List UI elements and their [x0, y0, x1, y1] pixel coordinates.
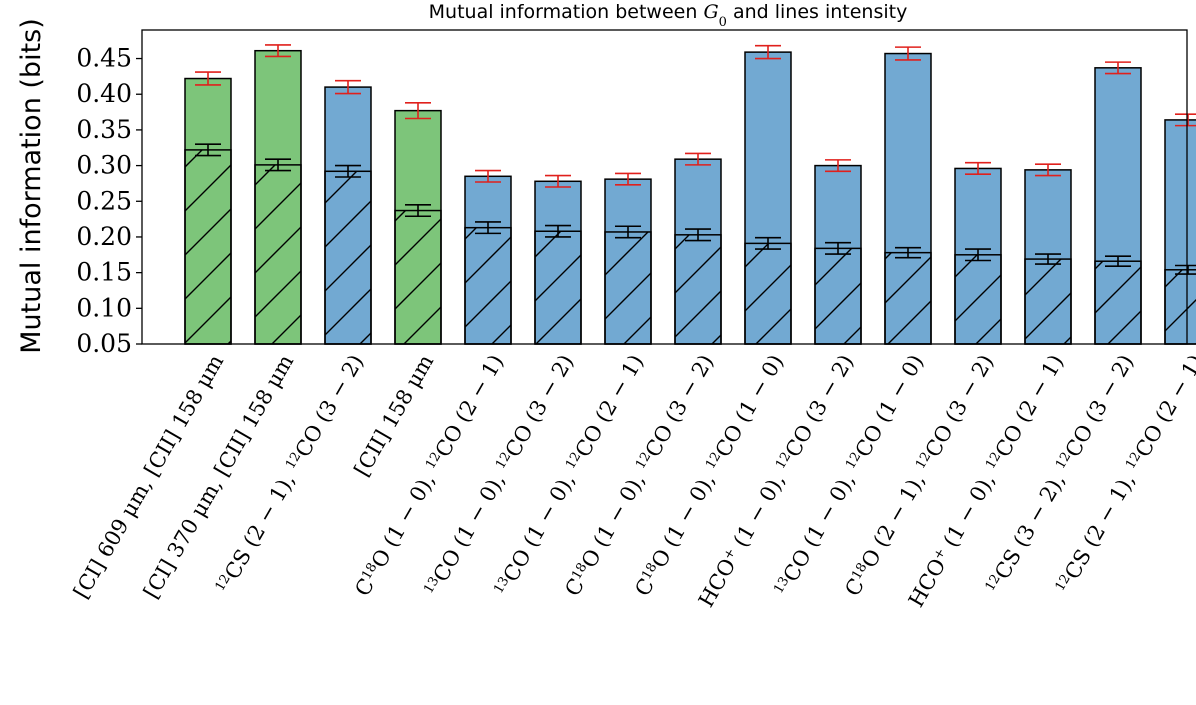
error-bar-single — [265, 158, 291, 172]
bar-single-hatched — [1024, 258, 1072, 345]
bar-single-hatched — [744, 242, 792, 345]
error-bar-single — [1035, 253, 1061, 265]
bar-single-hatched — [534, 230, 582, 345]
y-axis-label: Mutual information (bits) — [16, 18, 47, 354]
bar-single-hatched — [254, 164, 302, 345]
bar-single-hatched — [674, 234, 722, 345]
error-bar-total — [265, 44, 291, 58]
error-bar-total — [335, 79, 361, 95]
bar-group — [744, 44, 792, 345]
error-bar-total — [685, 152, 711, 166]
error-bar-total — [895, 46, 921, 61]
error-bar-total — [755, 44, 781, 60]
error-bar-total — [545, 174, 571, 188]
y-tick-label: 0.10 — [76, 293, 132, 322]
x-tick-label: 12CS (2 − 1), 12CO (2 − 1) — [1052, 351, 1196, 598]
error-bar-single — [545, 224, 571, 238]
bar-group — [394, 101, 442, 345]
error-bar-single — [475, 221, 501, 235]
bar-group — [534, 174, 582, 345]
y-tick-label: 0.30 — [76, 151, 132, 180]
y-tick-label: 0.40 — [76, 79, 132, 108]
bar-group — [464, 169, 512, 345]
y-tick-label: 0.35 — [76, 115, 132, 144]
error-bar-total — [405, 101, 431, 120]
bar-single-hatched — [394, 209, 442, 345]
bar-single-hatched — [814, 247, 862, 345]
y-axis-ticks: 0.05 0.10 0.15 0.20 0.25 0.30 0.35 0.40 0.45 — [76, 44, 142, 358]
plot-frame — [141, 29, 1188, 345]
error-bar-single — [1105, 255, 1131, 268]
bar-single-hatched — [954, 254, 1002, 345]
error-bar-single — [755, 236, 781, 250]
error-bar-total — [1175, 113, 1196, 127]
bar-group — [884, 46, 932, 345]
x-tick-label: 12CS (3 − 2), 12CO (3 − 2) — [982, 351, 1139, 598]
y-tick-label: 0.15 — [76, 258, 132, 287]
bar-group — [954, 161, 1002, 345]
x-axis-tick-labels: [CI] 609 μm, [CII] 158 μm[CI] 370 μm, [C… — [69, 350, 1196, 611]
y-tick-label: 0.20 — [76, 222, 132, 251]
bar-group — [1024, 163, 1072, 345]
error-bar-single — [685, 228, 711, 242]
bar-group — [814, 159, 862, 345]
chart-title: Mutual information between G0 and lines … — [429, 1, 908, 30]
bar-single-hatched — [464, 226, 512, 345]
bar-single-hatched — [604, 231, 652, 345]
bars — [184, 44, 1196, 345]
bar-single-hatched — [884, 251, 932, 345]
bar-single-hatched — [1094, 260, 1142, 345]
error-bar-total — [195, 71, 221, 86]
bar-group — [674, 152, 722, 345]
bar-group — [1094, 61, 1142, 345]
bar-group — [324, 79, 372, 345]
x-tick-label: 12CS (2 − 1), 12CO (3 − 2) — [212, 351, 369, 598]
error-bar-single — [335, 164, 361, 178]
y-tick-label: 0.45 — [76, 44, 132, 73]
error-bar-total — [965, 161, 991, 175]
error-bar-single — [825, 241, 851, 255]
error-bar-single — [1175, 264, 1196, 275]
error-bar-single — [615, 225, 641, 239]
error-bar-single — [895, 246, 921, 259]
error-bar-single — [965, 248, 991, 262]
error-bar-total — [825, 159, 851, 173]
y-tick-label: 0.25 — [76, 186, 132, 215]
error-bar-single — [405, 204, 431, 218]
error-bar-total — [1035, 163, 1061, 177]
bar-group — [254, 44, 302, 345]
bar-group — [1164, 113, 1196, 345]
bar-single-hatched — [184, 149, 232, 345]
bar-single-hatched — [324, 170, 372, 345]
bar-group — [184, 71, 232, 345]
error-bar-single — [195, 143, 221, 157]
error-bar-total — [1105, 61, 1131, 75]
bar-group — [604, 172, 652, 345]
y-tick-label: 0.05 — [76, 329, 132, 358]
error-bar-total — [475, 169, 501, 183]
error-bar-total — [615, 172, 641, 186]
bar-single-hatched — [1164, 269, 1196, 345]
